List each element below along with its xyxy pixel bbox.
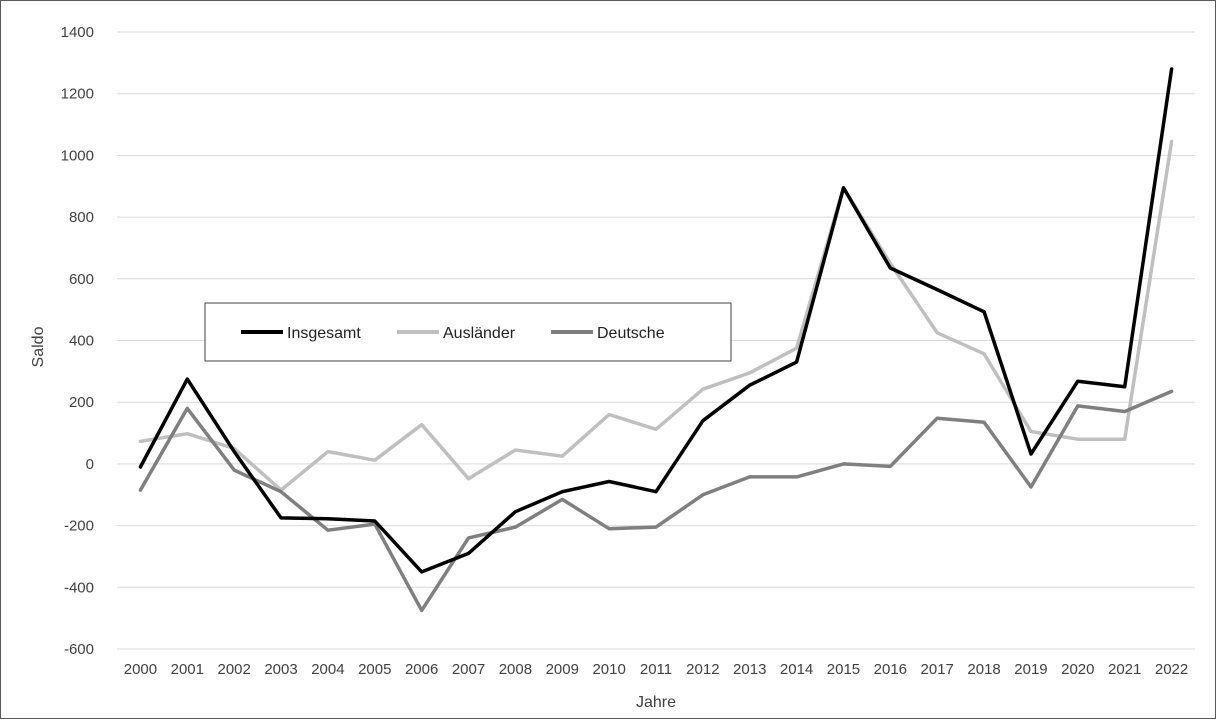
x-tick-label: 2004 [311, 661, 344, 678]
series-line-insgesamt [138, 67, 1174, 574]
x-tick-label: 2011 [640, 661, 672, 678]
x-tick-label: 2019 [1014, 661, 1047, 678]
x-tick-label: 2010 [592, 661, 625, 678]
series-line-ausländer [138, 139, 1174, 492]
legend-label-deutsche: Deutsche [597, 325, 665, 342]
legend-label-auslaender: Ausländer [443, 325, 516, 342]
y-tick-label: 1400 [61, 24, 94, 41]
x-tick-label: 2017 [921, 661, 954, 678]
x-tick-label: 2022 [1155, 661, 1188, 678]
legend-item-insgesamt: Insgesamt [241, 325, 361, 342]
y-tick-label: 200 [69, 394, 94, 411]
legend: Insgesamt Ausländer Deutsche [204, 302, 732, 362]
x-tick-label: 2015 [827, 661, 860, 678]
y-tick-label: 0 [86, 456, 94, 473]
legend-box [204, 302, 732, 362]
x-tick-label: 2007 [452, 661, 485, 678]
x-tick-labels: 2000 2001 2002 2003 2004 2005 2006 2007 2008 2009… [124, 661, 1189, 678]
legend-item-auslaender: Ausländer [397, 325, 516, 342]
x-tick-label: 2016 [874, 661, 907, 678]
x-tick-label: 2003 [264, 661, 297, 678]
x-tick-label: 2008 [499, 661, 532, 678]
legend-label-insgesamt: Insgesamt [287, 325, 361, 342]
y-tick-label: 1000 [61, 147, 94, 164]
y-tick-label: -400 [64, 579, 94, 596]
y-tick-labels: -600 -400 -200 0 200 400 600 800 1000 1200 1400 [61, 24, 94, 658]
y-tick-label: 800 [69, 209, 94, 226]
x-tick-label: 2002 [217, 661, 250, 678]
x-tick-label: 2020 [1061, 661, 1094, 678]
x-tick-label: 2005 [358, 661, 391, 678]
x-tick-label: 2018 [967, 661, 1000, 678]
y-tick-label: 1200 [61, 86, 94, 103]
x-tick-label: 2001 [171, 661, 204, 678]
series-lines [138, 67, 1174, 613]
y-tick-label: -200 [64, 518, 94, 535]
series-line-deutsche [138, 389, 1174, 613]
y-tick-label: 400 [69, 333, 94, 350]
y-tick-label: 600 [69, 271, 94, 288]
legend-item-deutsche: Deutsche [551, 325, 665, 342]
y-tick-label: -600 [64, 641, 94, 658]
x-tick-label: 2012 [686, 661, 719, 678]
x-tick-label: 2014 [780, 661, 813, 678]
x-axis-title: Jahre [636, 694, 676, 711]
y-axis-title: Saldo [30, 326, 47, 367]
x-tick-label: 2013 [733, 661, 766, 678]
x-tick-label: 2000 [124, 661, 157, 678]
x-tick-label: 2021 [1108, 661, 1141, 678]
x-tick-label: 2009 [546, 661, 579, 678]
x-tick-label: 2006 [405, 661, 438, 678]
